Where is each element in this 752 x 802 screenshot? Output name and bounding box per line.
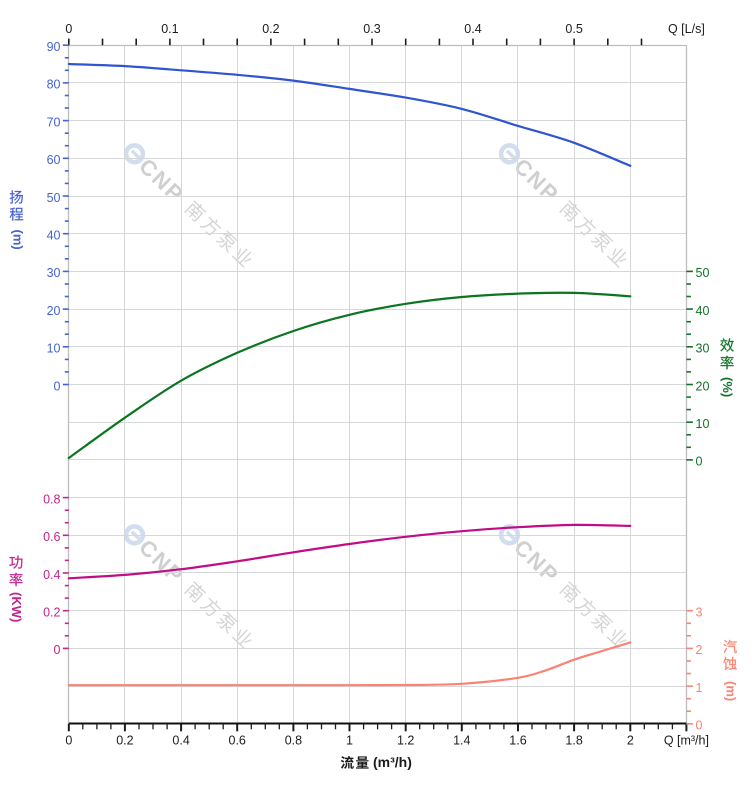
svg-text:(%): (%) <box>720 377 735 397</box>
svg-text:0.3: 0.3 <box>363 22 380 36</box>
svg-text:0.8: 0.8 <box>285 734 302 748</box>
svg-text:30: 30 <box>47 266 61 280</box>
svg-text:0.8: 0.8 <box>43 492 60 506</box>
svg-text:40: 40 <box>47 229 61 243</box>
svg-text:0.1: 0.1 <box>161 22 178 36</box>
svg-text:30: 30 <box>696 342 710 356</box>
svg-text:50: 50 <box>47 191 61 205</box>
svg-text:20: 20 <box>696 379 710 393</box>
svg-text:0.6: 0.6 <box>229 734 246 748</box>
svg-text:(m): (m) <box>11 230 26 250</box>
svg-text:0.4: 0.4 <box>172 734 189 748</box>
svg-text:1: 1 <box>346 734 353 748</box>
svg-text:0.6: 0.6 <box>43 530 60 544</box>
svg-text:(m): (m) <box>724 681 739 701</box>
svg-text:1.8: 1.8 <box>565 734 582 748</box>
svg-text:20: 20 <box>47 304 61 318</box>
svg-text:Q [L/s]: Q [L/s] <box>668 22 705 36</box>
svg-text:0.2: 0.2 <box>262 22 279 36</box>
svg-text:0.2: 0.2 <box>116 734 133 748</box>
svg-text:90: 90 <box>47 40 61 54</box>
svg-text:0: 0 <box>65 22 72 36</box>
svg-text:0: 0 <box>54 643 61 657</box>
svg-text:1: 1 <box>696 681 703 695</box>
svg-text:60: 60 <box>47 153 61 167</box>
svg-text:0: 0 <box>65 734 72 748</box>
svg-text:(m³/h): (m³/h) <box>373 754 412 770</box>
svg-text:1.6: 1.6 <box>509 734 526 748</box>
svg-text:10: 10 <box>696 417 710 431</box>
svg-text:1.2: 1.2 <box>397 734 414 748</box>
svg-text:40: 40 <box>696 304 710 318</box>
svg-text:(KW): (KW) <box>9 592 24 622</box>
svg-text:0.4: 0.4 <box>43 568 60 582</box>
svg-text:10: 10 <box>47 342 61 356</box>
svg-text:2: 2 <box>627 734 634 748</box>
svg-text:3: 3 <box>696 606 703 620</box>
svg-text:0: 0 <box>696 719 703 733</box>
svg-text:Q [m³/h]: Q [m³/h] <box>664 734 709 748</box>
svg-text:0: 0 <box>54 379 61 393</box>
svg-text:70: 70 <box>47 115 61 129</box>
svg-text:50: 50 <box>696 266 710 280</box>
svg-text:0.4: 0.4 <box>464 22 481 36</box>
svg-text:0: 0 <box>696 455 703 469</box>
svg-text:2: 2 <box>696 643 703 657</box>
svg-text:0.2: 0.2 <box>43 606 60 620</box>
svg-text:1.4: 1.4 <box>453 734 470 748</box>
svg-text:80: 80 <box>47 78 61 92</box>
svg-text:0.5: 0.5 <box>565 22 582 36</box>
